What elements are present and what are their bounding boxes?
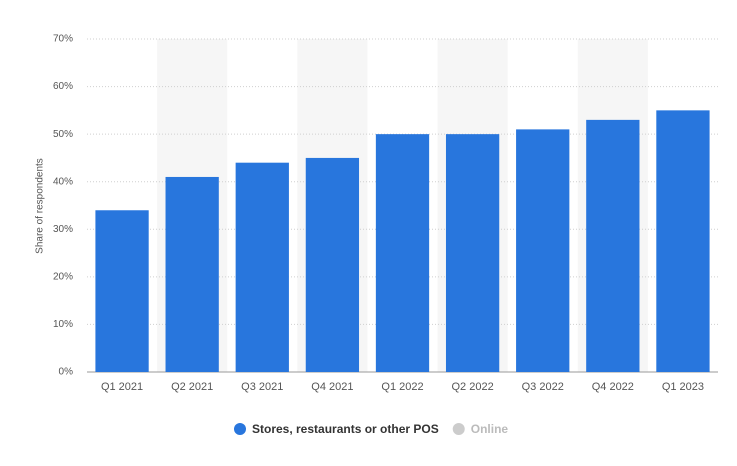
bar <box>305 157 360 372</box>
x-tick-label: Q3 2021 <box>241 381 283 393</box>
bar <box>95 210 149 372</box>
x-tick-label: Q3 2022 <box>522 381 564 393</box>
y-tick-label: 10% <box>53 319 73 330</box>
legend-label[interactable]: Stores, restaurants or other POS <box>252 422 439 436</box>
bar <box>445 134 500 372</box>
bar <box>586 119 640 372</box>
legend-marker[interactable] <box>452 423 465 435</box>
x-tick-label: Q1 2023 <box>662 381 704 393</box>
x-tick-label: Q4 2021 <box>311 381 353 393</box>
y-tick-label: 60% <box>53 81 73 92</box>
bar <box>235 162 289 372</box>
y-tick-label: 20% <box>53 271 73 282</box>
bar <box>165 176 219 372</box>
y-tick-label: 30% <box>53 224 73 235</box>
y-tick-label: 0% <box>59 367 74 378</box>
y-tick-label: 70% <box>53 34 73 45</box>
bar <box>656 110 710 372</box>
bar <box>375 134 430 372</box>
y-tick-label: 50% <box>53 129 73 140</box>
legend-label[interactable]: Online <box>471 422 509 436</box>
x-tick-label: Q2 2021 <box>171 381 213 393</box>
y-axis-label: Share of respondents <box>35 158 46 254</box>
x-tick-label: Q4 2022 <box>592 381 634 393</box>
y-tick-label: 40% <box>53 176 73 187</box>
x-tick-label: Q1 2021 <box>101 381 143 393</box>
legend-marker[interactable] <box>234 423 246 435</box>
bar <box>516 129 570 372</box>
x-tick-label: Q1 2022 <box>381 381 423 393</box>
x-tick-label: Q2 2022 <box>452 381 494 393</box>
